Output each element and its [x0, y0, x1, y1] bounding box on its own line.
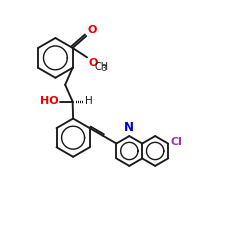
Text: N: N	[124, 120, 134, 134]
Text: H: H	[85, 96, 93, 106]
Text: O: O	[88, 58, 98, 68]
Text: Cl: Cl	[170, 137, 182, 147]
Text: CH: CH	[95, 62, 109, 72]
Text: 3: 3	[102, 64, 106, 73]
Text: O: O	[88, 25, 97, 35]
Text: HO: HO	[40, 96, 59, 106]
